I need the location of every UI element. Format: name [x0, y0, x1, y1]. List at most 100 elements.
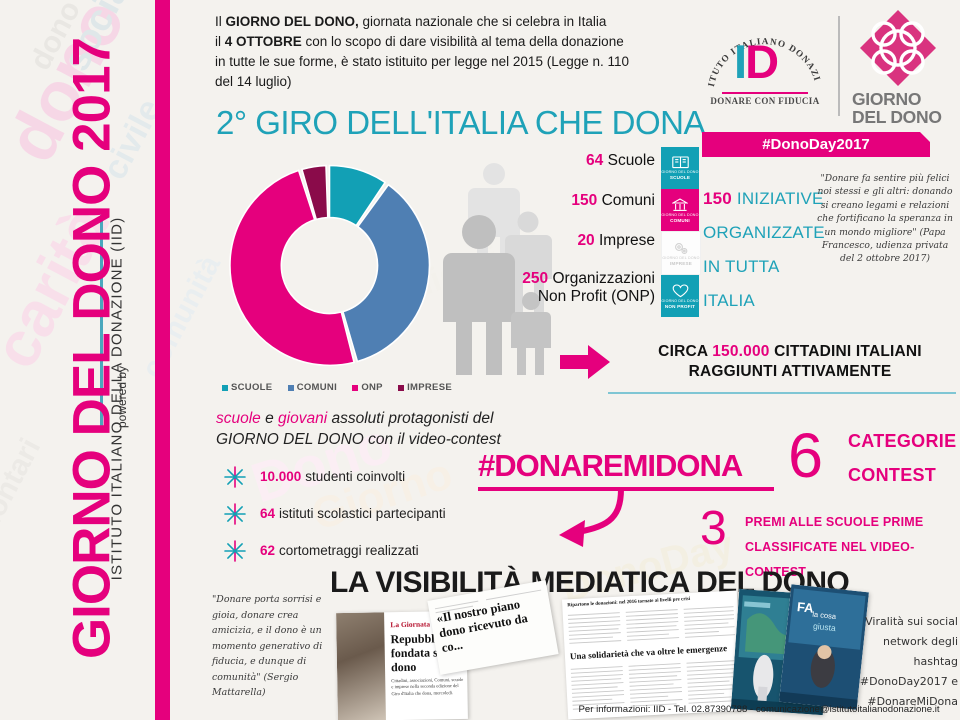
organization-name: ISTITUTO ITALIANO DELLA DONAZIONE (IID): [108, 216, 126, 581]
tv-screenshot-2: FA la cosa giusta: [779, 584, 869, 710]
stat-label-onp-2: Non Profit (ONP): [537, 288, 655, 305]
scuole-mid: e: [260, 410, 279, 427]
iid-letter-i: I: [734, 35, 747, 88]
circa-line2: RAGGIUNTI ATTIVAMENTE: [688, 363, 892, 380]
iniziative-number: 150: [703, 189, 732, 208]
press-clipping-solidarieta: Ripartono le donazioni: nel 2016 tornate…: [561, 590, 744, 720]
stat-label-onp: Organizzazioni: [548, 270, 655, 287]
bullet-number: 10.000: [260, 469, 302, 484]
tile-name-imprese: IMPRESE: [669, 260, 693, 266]
rail-divider-line: [100, 215, 103, 430]
bullet-number: 62: [260, 543, 276, 558]
legend-item-onp: ONP: [352, 382, 383, 393]
bank-building-icon: [672, 197, 688, 211]
hashtag-underline: [478, 487, 774, 491]
left-sidebar: GIORNO DEL DONO 2017 powered by ISTITUTO…: [0, 0, 170, 720]
virality-note: Viralità sui social network degli hashta…: [859, 615, 958, 708]
giorno-del-dono-logo: GIORNO DEL DONO: [852, 8, 952, 126]
iid-arc-text: ISTITUTO ITALIANO DONAZIONE: [696, 2, 830, 96]
svg-text:giusta: giusta: [813, 621, 837, 633]
list-item: 64 istituti scolastici partecipanti: [222, 495, 522, 532]
logo-block: ISTITUTO ITALIANO DONAZIONE ID DONARE CO…: [696, 2, 952, 166]
stat-number-onp: 250: [522, 270, 549, 287]
tile-comuni: GIORNO DEL DONO COMUNI: [661, 189, 699, 231]
legend-item-comuni: COMUNI: [287, 382, 338, 393]
legend-label-onp: ONP: [361, 382, 383, 393]
tile-imprese: GIORNO DEL DONO IMPRESE: [661, 231, 701, 275]
intro-line4: del 14 luglio): [215, 74, 292, 89]
intro-paragraph: Il GIORNO DEL DONO, giornata nazionale c…: [215, 12, 695, 92]
tile-kicker-imprese: GIORNO DEL DONO: [662, 255, 700, 260]
tile-kicker-scuole: GIORNO DEL DONO: [661, 170, 699, 174]
star-bullet-icon: [222, 538, 248, 564]
hashtag-banner: #DonoDay2017: [702, 132, 931, 157]
stat-number-comuni: 150: [571, 192, 598, 209]
stat-row-imprese: 20 Imprese: [455, 232, 655, 250]
gdd-line2: DEL DONO: [852, 107, 942, 127]
tile-name-scuole: SCUOLE: [669, 175, 691, 180]
stat-label-imprese: Imprese: [594, 232, 655, 249]
stat-number-scuole: 64: [586, 152, 604, 169]
gdd-line1: GIORNO: [852, 89, 922, 109]
footer-contact: Per informazioni: IID - Tel. 02.87390788…: [578, 704, 940, 715]
curved-arrow-icon: [555, 487, 675, 557]
six-number: 6: [788, 421, 824, 491]
clipping-photo: [336, 612, 386, 720]
tile-non-profit: GIORNO DEL DONO NON PROFIT: [661, 275, 699, 317]
legend-item-imprese: IMPRESE: [398, 382, 452, 393]
list-item: 62 cortometraggi realizzati: [222, 532, 522, 569]
clipping-body: Cittadini, associazioni, Comuni, scuole …: [391, 676, 464, 696]
iid-logo: ISTITUTO ITALIANO DONAZIONE ID DONARE CO…: [696, 2, 830, 120]
tile-name-comuni: COMUNI: [670, 217, 690, 223]
book-icon: [671, 156, 689, 169]
bullet-text: istituti scolastici partecipanti: [279, 506, 446, 521]
giovani-word: giovani: [278, 410, 328, 427]
donut-chart: [222, 158, 437, 373]
stat-row-onp: 250 Organizzazioni Non Profit (ONP): [455, 270, 655, 306]
iid-underline: [722, 92, 808, 94]
tile-kicker-comuni: GIORNO DEL DONO: [661, 212, 699, 217]
bullet-number: 64: [260, 506, 276, 521]
intro-line2-a: il: [215, 34, 225, 49]
iniziative-line3: IN TUTTA ITALIA: [703, 257, 779, 310]
iniziative-block: 150 INIZIATIVE ORGANIZZATE IN TUTTA ITAL…: [703, 182, 833, 318]
diamond-flower-icon: [860, 10, 936, 86]
stat-number-imprese: 20: [577, 232, 595, 249]
intro-line1-a: Il: [215, 14, 226, 29]
contest-label: CONTEST: [848, 465, 937, 485]
three-number: 3: [700, 502, 727, 555]
tile-name-non-profit: NON PROFIT: [664, 303, 696, 309]
scuole-heading: scuole e giovani assoluti protagonisti d…: [216, 408, 516, 450]
gdd-wordmark: GIORNO DEL DONO: [852, 90, 952, 126]
clipping-text-lines-2: [570, 660, 739, 710]
chart-legend: SCUOLE COMUNI ONP IMPRESE: [222, 382, 452, 393]
legend-label-comuni: COMUNI: [296, 382, 338, 393]
legend-label-scuole: SCUOLE: [231, 382, 273, 393]
scuole-line2: GIORNO DEL DONO con il video-contest: [216, 431, 501, 448]
stat-list: 64 Scuole 150 Comuni 20 Imprese 250 Orga…: [455, 152, 655, 326]
stat-row-comuni: 150 Comuni: [455, 192, 655, 210]
scuole-word: scuole: [216, 410, 261, 427]
three-labels: PREMI ALLE SCUOLE PRIME CLASSIFICATE NEL…: [745, 510, 960, 585]
iniziative-word: INIZIATIVE: [731, 189, 824, 208]
circa-post: CITTADINI ITALIANI: [769, 343, 922, 360]
intro-line3: in tutte le sue forme, è stato istituito…: [215, 54, 630, 69]
clipping-text-lines: [567, 606, 736, 644]
legend-swatch-comuni: [287, 384, 294, 391]
heart-icon: [672, 283, 688, 297]
categorie-label: CATEGORIE: [848, 431, 957, 451]
star-bullet-icon: [222, 464, 248, 490]
quote-papa-francesco: "Donare fa sentire più felici noi stessi…: [817, 173, 953, 265]
headline: 2° GIRO DELL'ITALIA CHE DONA: [216, 104, 706, 141]
legend-swatch-scuole: [222, 384, 228, 391]
people-silhouettes-icon: [442, 155, 572, 397]
svg-text:FA: FA: [796, 599, 815, 616]
circa-pre: CIRCA: [658, 343, 713, 360]
intro-line1-bold: GIORNO DEL DONO,: [225, 14, 359, 29]
premi-label-1: PREMI ALLE SCUOLE PRIME: [745, 515, 924, 529]
clipping-kicker: La Giornata: [390, 619, 431, 630]
iid-letter-d: D: [745, 35, 779, 88]
citizens-reached: CIRCA 150.000 CITTADINI ITALIANI RAGGIUN…: [630, 342, 950, 382]
premi-label-2: CLASSIFICATE NEL VIDEO-CONTEST: [745, 540, 915, 579]
